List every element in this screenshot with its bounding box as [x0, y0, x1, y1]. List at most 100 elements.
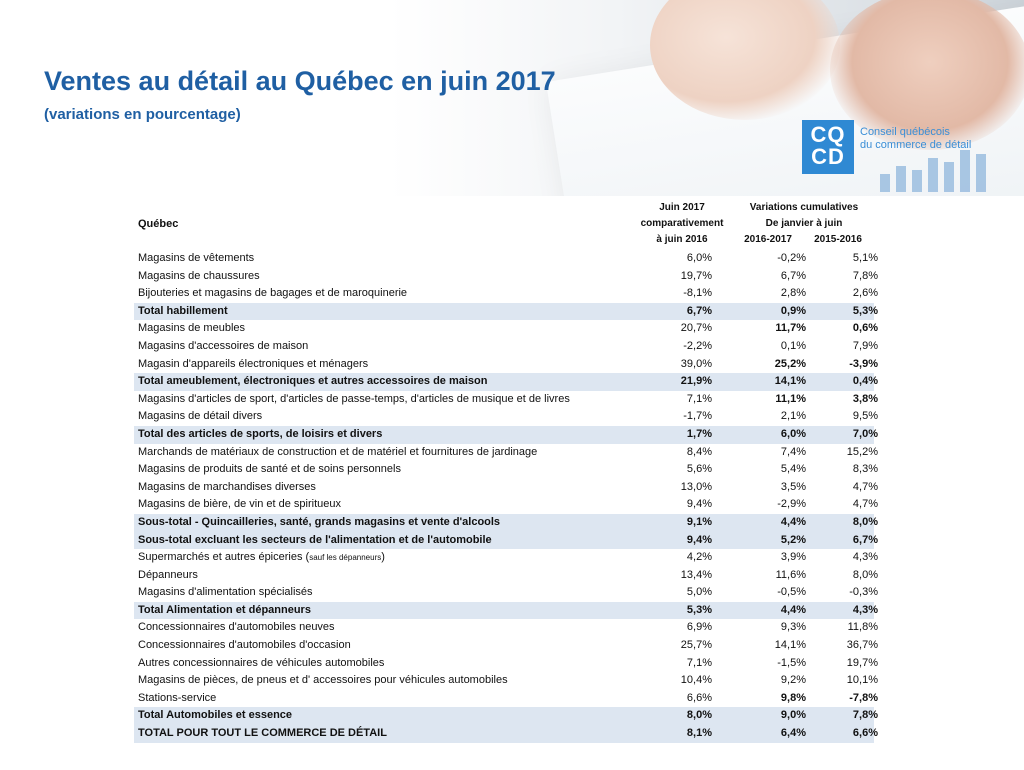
- value-2015-2016: 8,3%: [852, 463, 878, 476]
- header-banner: CQ CD Conseil québécois du commerce de d…: [0, 0, 1024, 196]
- value-2016-2017: -0,2%: [777, 252, 806, 264]
- table-row: Stations-service 6,6% 9,8% -7,8%: [134, 690, 878, 708]
- value-june-2017: 8,0%: [686, 709, 712, 722]
- banner-hand-image: [650, 0, 840, 120]
- row-label: Concessionnaires d'automobiles d'occasio…: [138, 639, 351, 652]
- value-2015-2016: 7,8%: [852, 709, 878, 722]
- table-row: Magasins de vêtements 6,0% -0,2% 5,1%: [134, 250, 878, 268]
- value-june-2017: 8,4%: [686, 445, 712, 458]
- row-label: Magasins de vêtements: [138, 252, 255, 264]
- value-june-2017: 19,7%: [680, 269, 712, 282]
- value-2016-2017: 25,2%: [774, 357, 806, 370]
- row-label: Magasin d'appareils électroniques et mén…: [138, 357, 369, 370]
- value-2015-2016: 0,4%: [852, 375, 878, 388]
- table-row: Magasin d'appareils électroniques et mén…: [134, 356, 878, 374]
- value-2015-2016: 6,6%: [852, 727, 878, 740]
- value-june-2017: 5,0%: [686, 586, 712, 599]
- row-label: Bijouteries et magasins de bagages et de…: [138, 287, 408, 300]
- value-2016-2017: 9,2%: [780, 674, 806, 687]
- value-2015-2016: 7,0%: [852, 427, 878, 440]
- value-2016-2017: -0,5%: [777, 586, 806, 599]
- table-row: Autres concessionnaires de véhicules aut…: [134, 655, 878, 673]
- row-label: Magasins de meubles: [138, 322, 246, 335]
- value-june-2017: -1,7%: [683, 410, 712, 423]
- value-2015-2016: 5,3%: [852, 304, 878, 317]
- table-total-row: Total habillement 6,7% 0,9% 5,3%: [134, 302, 878, 321]
- value-2016-2017: 5,4%: [780, 463, 806, 476]
- row-label: Magasins de bière, de vin et de spiritue…: [138, 498, 342, 511]
- row-label: Magasins de détail divers: [138, 410, 263, 423]
- row-label: Stations-service: [138, 691, 217, 704]
- value-june-2017: 10,4%: [680, 674, 712, 687]
- table-row: Concessionnaires d'automobiles neuves 6,9…: [134, 619, 878, 637]
- value-2015-2016: 4,3%: [852, 551, 878, 564]
- cqcd-logo: CQ CD: [802, 120, 854, 174]
- value-june-2017: 13,0%: [680, 480, 712, 493]
- value-2015-2016: 15,2%: [846, 445, 878, 458]
- row-label: Magasins d'accessoires de maison: [138, 339, 309, 352]
- value-2016-2017: 6,4%: [780, 727, 806, 740]
- table-row: Magasins d'accessoires de maison -2,2% 0,1…: [134, 338, 878, 356]
- value-2016-2017: 6,0%: [780, 427, 806, 440]
- value-2016-2017: 3,9%: [780, 551, 806, 564]
- table-total-row: Total Alimentation et dépanneurs 5,3% 4,4%…: [134, 601, 878, 620]
- row-label: Magasins de produits de santé et de soin…: [138, 463, 401, 476]
- value-2015-2016: 5,1%: [852, 252, 878, 264]
- row-label: Total Automobiles et essence: [138, 709, 293, 722]
- value-2016-2017: 7,4%: [780, 445, 806, 458]
- value-2015-2016: 19,7%: [846, 656, 878, 669]
- value-june-2017: 9,4%: [686, 533, 712, 546]
- value-june-2017: 7,1%: [686, 392, 712, 405]
- value-2016-2017: 3,5%: [780, 480, 806, 493]
- page-title: Ventes au détail au Québec en juin 2017: [44, 66, 556, 96]
- table-row: Magasins de bière, de vin et de spiritue…: [134, 496, 878, 514]
- value-2016-2017: -1,5%: [777, 656, 806, 669]
- value-june-2017: 13,4%: [680, 568, 712, 581]
- row-label: Sous-total excluant les secteurs de l'al…: [138, 533, 492, 546]
- value-june-2017: 1,7%: [686, 427, 712, 440]
- value-2015-2016: 6,7%: [852, 533, 878, 546]
- table-total-row: Total des articles de sports, de loisirs…: [134, 425, 878, 444]
- table-row: Supermarchés et autres épiceries (sauf l…: [134, 549, 878, 567]
- region-label: Québec: [138, 218, 179, 230]
- row-label: Total ameublement, électroniques et autr…: [138, 375, 488, 388]
- value-2016-2017: 2,1%: [780, 410, 806, 423]
- value-june-2017: -2,2%: [683, 339, 712, 352]
- value-june-2017: 21,9%: [680, 375, 712, 388]
- value-2016-2017: 4,4%: [780, 515, 806, 528]
- banner-chart-decoration: [880, 132, 1000, 192]
- value-2016-2017: 14,1%: [774, 639, 806, 652]
- value-2015-2016: 8,0%: [852, 515, 878, 528]
- table-row: Magasins de marchandises diverses 13,0% 3,…: [134, 479, 878, 497]
- col-2016-2017-header: 2016-2017: [744, 234, 792, 245]
- table-row: Magasins de meubles 20,7% 11,7% 0,6%: [134, 320, 878, 338]
- table-row: Magasins de pièces, de pneus et d' acces…: [134, 672, 878, 690]
- value-2015-2016: 11,8%: [847, 621, 878, 634]
- value-2016-2017: 11,7%: [775, 322, 806, 335]
- row-label: Marchands de matériaux de construction e…: [138, 445, 538, 458]
- value-june-2017: 8,1%: [686, 727, 712, 740]
- value-june-2017: 6,6%: [686, 691, 712, 704]
- value-2016-2017: 9,3%: [780, 621, 806, 634]
- table-total-row: Total Automobiles et essence 8,0% 9,0% 7,8%: [134, 707, 878, 726]
- value-june-2017: 39,0%: [680, 357, 712, 370]
- value-2015-2016: 7,8%: [852, 269, 878, 282]
- value-2015-2016: 36,7%: [846, 639, 878, 652]
- value-2015-2016: 7,9%: [852, 339, 878, 352]
- table-total-row: Sous-total excluant les secteurs de l'al…: [134, 531, 878, 550]
- value-2015-2016: 2,6%: [852, 287, 878, 300]
- page-subtitle: (variations en pourcentage): [44, 106, 241, 123]
- table-row: Magasins d'articles de sport, d'articles…: [134, 391, 878, 409]
- row-label: Sous-total - Quincailleries, santé, gran…: [138, 515, 501, 528]
- value-2015-2016: 9,5%: [852, 410, 878, 423]
- value-2016-2017: 9,0%: [780, 709, 806, 722]
- row-label: Total Alimentation et dépanneurs: [138, 603, 311, 616]
- value-2015-2016: 8,0%: [852, 568, 878, 581]
- logo-organization-name: Conseil québécois du commerce de détail: [860, 126, 972, 151]
- value-june-2017: 5,6%: [686, 463, 712, 476]
- value-2016-2017: 14,1%: [774, 375, 806, 388]
- value-2015-2016: -0,3%: [849, 586, 878, 599]
- value-2016-2017: 2,8%: [780, 287, 806, 300]
- value-june-2017: 9,1%: [686, 515, 712, 528]
- value-2016-2017: 0,9%: [780, 304, 806, 317]
